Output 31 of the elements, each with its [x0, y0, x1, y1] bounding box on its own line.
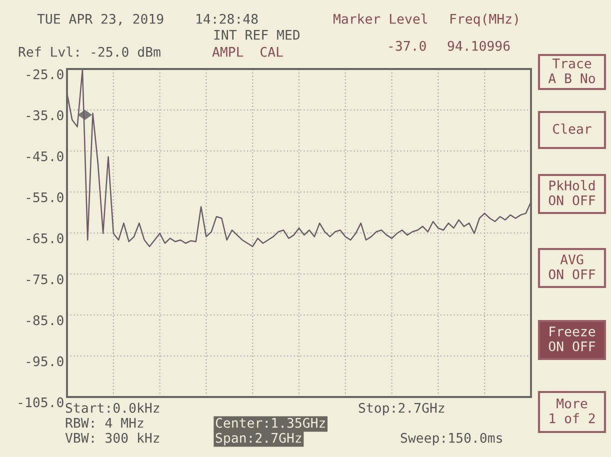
- text: -37.0: [389, 40, 426, 51]
- text: VBW: 300 kHz: [65, 432, 160, 443]
- text: 14:28:48: [196, 14, 258, 24]
- text: PkHold ON OFF: [548, 180, 596, 206]
- y-tick-label: -35.0: [26, 110, 64, 120]
- text: INT REF MED: [214, 30, 300, 40]
- text: Freq(MHz): [450, 14, 518, 26]
- text: More 1 of 2: [550, 398, 595, 424]
- text: RBW: 4 MHz: [66, 418, 144, 428]
- text: Sweep:150.0ms: [400, 432, 502, 446]
- y-tick-label: -105.0: [18, 397, 64, 408]
- text: Center:1.35GHz: [216, 418, 325, 428]
- y-tick-label: -95.0: [26, 356, 64, 366]
- y-tick-label: -65.0: [26, 233, 64, 244]
- text: Ref Lvl: -25.0 dBm: [18, 46, 160, 57]
- text: 94.10996: [448, 40, 510, 51]
- text: Trace A B No: [548, 58, 595, 84]
- y-tick-label: -25.0: [26, 69, 64, 80]
- text: Freeze ON OFF: [548, 326, 596, 352]
- text: AMPL CAL: [212, 46, 283, 57]
- text: Start:0.0kHz: [66, 402, 160, 413]
- y-tick-label: -75.0: [26, 274, 64, 284]
- text: TUE APR 23, 2019: [37, 14, 164, 26]
- text: AVG ON OFF: [548, 254, 596, 280]
- text: Marker Level: [334, 14, 428, 24]
- y-tick-label: -85.0: [26, 315, 64, 326]
- y-tick-label: -45.0: [26, 151, 64, 162]
- text: Stop:2.7GHz: [358, 402, 444, 416]
- y-tick-label: -55.0: [26, 192, 64, 202]
- text: Span:2.7GHz: [216, 432, 302, 446]
- text: Clear: [553, 124, 592, 134]
